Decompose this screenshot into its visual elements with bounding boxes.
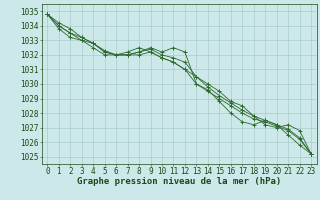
X-axis label: Graphe pression niveau de la mer (hPa): Graphe pression niveau de la mer (hPa): [77, 177, 281, 186]
